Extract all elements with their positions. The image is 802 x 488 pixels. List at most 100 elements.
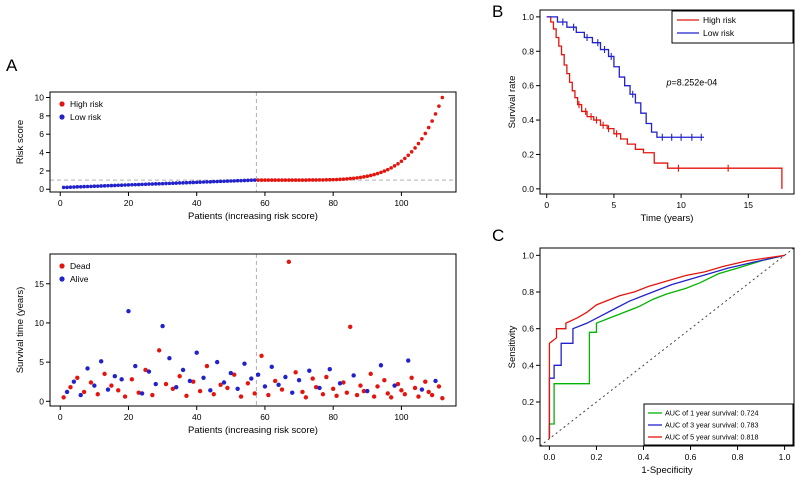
panel-label-b: B: [492, 2, 504, 21]
y-tick-label: 15: [35, 279, 45, 289]
panel-label-a: A: [6, 56, 18, 75]
data-point: [229, 179, 233, 183]
data-point: [180, 367, 186, 373]
data-point: [136, 182, 141, 187]
data-point: [440, 95, 445, 100]
x-tick-label: 60: [260, 412, 270, 422]
data-point: [389, 166, 393, 170]
data-point: [157, 181, 161, 186]
x-tick-label: 100: [394, 198, 408, 208]
data-point: [368, 173, 373, 178]
data-point: [399, 159, 404, 164]
legend-label: Low risk: [703, 28, 735, 38]
x-tick-label: 80: [328, 198, 338, 208]
data-point: [68, 185, 73, 189]
data-point: [290, 178, 295, 182]
data-point: [98, 359, 104, 364]
data-point: [354, 392, 360, 398]
data-point: [429, 392, 435, 398]
data-point: [204, 363, 210, 369]
y-axis-title: Survival rate: [507, 76, 518, 129]
data-point: [109, 183, 114, 188]
data-point: [184, 393, 189, 399]
y-tick-label: 5: [39, 357, 44, 367]
data-point: [235, 386, 240, 391]
data-point: [317, 385, 322, 391]
x-tick-label: 0.4: [638, 452, 650, 462]
data-point: [310, 178, 315, 182]
y-tick-label: 10: [35, 318, 45, 328]
data-point: [171, 181, 175, 185]
data-point: [239, 178, 243, 183]
x-tick-label: 5: [612, 200, 617, 210]
data-point: [201, 375, 206, 380]
data-point: [361, 388, 367, 394]
data-point: [419, 387, 425, 392]
data-point: [259, 353, 264, 359]
x-tick-label: 20: [124, 412, 134, 422]
data-point: [406, 358, 411, 363]
data-point: [188, 180, 192, 185]
data-point: [242, 361, 247, 366]
y-axis-title: Survival time (years): [15, 287, 26, 374]
roc-chart: 0.0 0.2 0.4 0.6 0.8 1.0 0.0 0.2 0.4 0.6 0.8 1.0 1-Sp…: [507, 247, 795, 476]
data-point: [197, 388, 203, 394]
data-point: [409, 150, 414, 154]
x-tick-label: 0.8: [732, 452, 744, 462]
y-tick-label: 8: [39, 111, 44, 121]
risk-score-chart: 0 20 40 60 80 100 0 2 4 6 8 10 Patients (increasing …: [15, 91, 457, 222]
x-tick-label: 0.6: [685, 452, 697, 462]
data-point: [92, 184, 97, 189]
y-tick-label: 6: [39, 129, 44, 139]
legend-box: [643, 403, 794, 446]
data-point: [208, 388, 213, 393]
survival-curve: [546, 16, 783, 189]
data-point: [382, 169, 387, 173]
data-point: [276, 178, 281, 182]
data-point: [280, 178, 284, 182]
data-point: [307, 178, 312, 182]
data-point: [385, 167, 390, 172]
data-point: [409, 375, 414, 380]
data-point: [324, 177, 329, 182]
data-point: [338, 177, 342, 182]
legend-label: Dead: [70, 261, 91, 271]
data-point: [122, 394, 128, 399]
data-point: [170, 386, 176, 391]
y-tick-label: 4: [39, 148, 44, 158]
x-axis-title: Patients (increasing risk score): [188, 211, 318, 222]
data-point: [143, 367, 148, 373]
data-point: [276, 382, 281, 388]
y-tick-label: 0.6: [522, 324, 534, 334]
data-point: [64, 389, 70, 395]
data-point: [314, 178, 318, 182]
data-point: [153, 381, 158, 387]
data-point: [313, 384, 319, 390]
y-tick-label: 0.4: [522, 360, 534, 370]
data-point: [412, 385, 418, 391]
data-point: [95, 184, 100, 188]
data-point: [184, 180, 189, 185]
data-point: [304, 178, 308, 182]
data-point: [105, 387, 111, 392]
data-point: [129, 377, 135, 382]
y-tick-label: 2: [39, 166, 44, 176]
x-tick-label: 20: [124, 198, 134, 208]
x-tick-label: 15: [744, 200, 754, 210]
data-point: [71, 379, 77, 384]
data-point: [61, 395, 66, 400]
data-point: [198, 180, 202, 184]
data-point: [351, 176, 356, 181]
data-point: [194, 180, 199, 185]
x-axis-title: Patients (increasing risk score): [188, 425, 318, 436]
data-point: [269, 364, 274, 370]
data-point: [194, 350, 199, 355]
roc-curve: [548, 254, 785, 439]
data-point: [423, 379, 428, 384]
data-point: [341, 380, 346, 385]
data-point: [174, 384, 179, 390]
data-point: [365, 388, 370, 394]
legend-marker: [59, 263, 65, 269]
data-point: [167, 181, 172, 186]
